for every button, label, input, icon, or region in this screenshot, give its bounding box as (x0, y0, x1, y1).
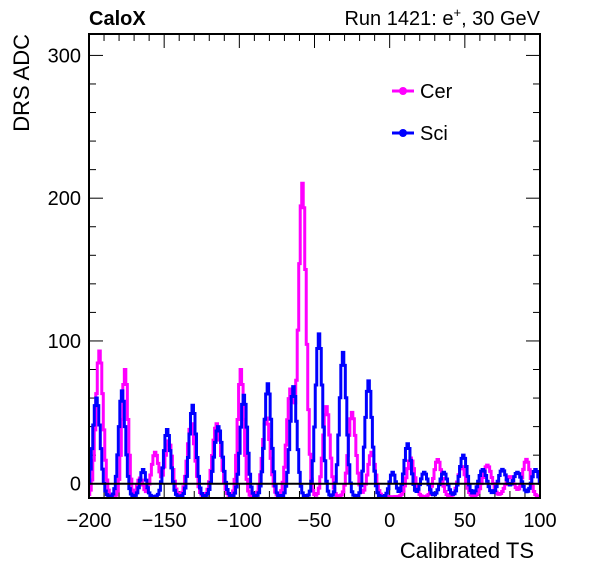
run-info-suffix: , 30 GeV (461, 8, 541, 30)
data-series (88, 181, 541, 499)
series-line-sci (88, 332, 541, 498)
y-axis-title: DRS ADC (9, 34, 34, 132)
y-tick-label: 100 (48, 331, 81, 353)
legend-label-sci: Sci (420, 123, 448, 145)
x-tick-label: −150 (142, 510, 187, 532)
y-tick-label: 300 (48, 45, 81, 67)
legend: Cer Sci (392, 81, 453, 145)
run-info-label: Run 1421: e+, 30 GeV (344, 5, 540, 30)
legend-label-cer: Cer (420, 81, 453, 103)
series-line-cer (88, 181, 541, 499)
experiment-label: CaloX (89, 8, 146, 30)
x-tick-label: −50 (298, 510, 332, 532)
x-tick-label: −200 (66, 510, 111, 532)
run-info-prefix: Run 1421: e (344, 8, 453, 30)
x-axis-title: Calibrated TS (400, 538, 534, 563)
run-info-superscript: + (453, 5, 461, 20)
legend-marker-cer (399, 87, 407, 95)
x-tick-label: 0 (384, 510, 395, 532)
y-tick-label: 0 (70, 474, 81, 496)
axis-ticks: −200 −150 −100 −50 0 50 100 0 100 200 300 (48, 34, 557, 532)
y-tick-label: 200 (48, 188, 81, 210)
plot-frame (88, 33, 541, 499)
x-tick-label: 100 (523, 510, 556, 532)
x-tick-label: −100 (217, 510, 262, 532)
x-tick-label: 50 (454, 510, 476, 532)
legend-marker-sci (399, 129, 407, 137)
